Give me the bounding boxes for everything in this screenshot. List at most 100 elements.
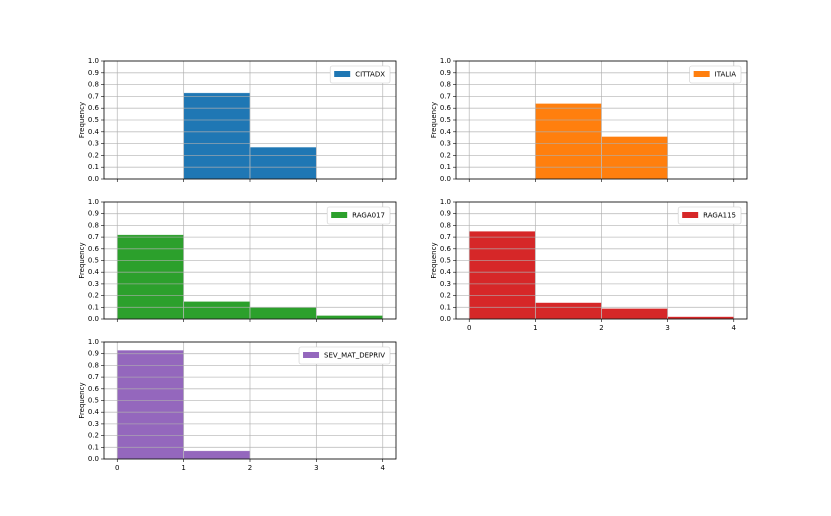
y-tick-label: 0.4 bbox=[440, 128, 452, 136]
axes-frame bbox=[455, 60, 748, 180]
axes-frame bbox=[103, 201, 397, 320]
y-tick-label: 0.8 bbox=[440, 221, 451, 229]
y-tick-label: 0.4 bbox=[88, 408, 100, 416]
bar bbox=[601, 308, 668, 320]
y-tick-label: 0.9 bbox=[440, 69, 451, 77]
x-tick-label: 0 bbox=[467, 324, 471, 332]
legend bbox=[326, 206, 391, 225]
x-tick-label: 2 bbox=[248, 464, 252, 472]
y-tick-label: 0.0 bbox=[440, 315, 451, 323]
bar bbox=[468, 230, 536, 320]
y-axis-label: Frequency bbox=[78, 242, 86, 278]
legend bbox=[329, 65, 391, 84]
y-tick-label: 0.9 bbox=[88, 210, 99, 218]
legend-label: SEV_MAT_DEPRIV bbox=[324, 352, 385, 360]
y-tick-label: 0.3 bbox=[440, 140, 451, 148]
y-tick-label: 0.9 bbox=[88, 350, 99, 358]
y-tick-label: 0.5 bbox=[88, 257, 99, 265]
y-tick-label: 0.8 bbox=[88, 81, 99, 89]
y-tick-label: 0.6 bbox=[88, 385, 100, 393]
y-tick-label: 0.5 bbox=[440, 257, 451, 265]
y-tick-label: 0.0 bbox=[88, 455, 99, 463]
bar bbox=[183, 92, 251, 180]
y-tick-label: 0.1 bbox=[88, 163, 99, 171]
y-tick-label: 0.0 bbox=[88, 315, 99, 323]
y-tick-label: 0.1 bbox=[440, 163, 451, 171]
legend bbox=[677, 206, 742, 225]
y-tick-label: 0.7 bbox=[440, 92, 451, 100]
y-tick-label: 1.0 bbox=[88, 198, 99, 206]
legend-label: RAGA115 bbox=[703, 212, 736, 220]
y-tick-label: 1.0 bbox=[440, 57, 451, 65]
bar bbox=[183, 450, 251, 460]
y-tick-label: 0.2 bbox=[440, 292, 451, 300]
y-tick-label: 0.2 bbox=[88, 432, 99, 440]
axes-frame bbox=[455, 201, 748, 320]
x-tick-label: 2 bbox=[599, 324, 603, 332]
y-tick-label: 0.8 bbox=[88, 221, 99, 229]
legend-label: CITTADX bbox=[355, 71, 385, 79]
y-axis-label: Frequency bbox=[430, 242, 438, 278]
y-tick-label: 0.6 bbox=[440, 104, 452, 112]
legend-label: RAGA017 bbox=[352, 212, 385, 220]
bar bbox=[535, 302, 602, 320]
y-tick-label: 0.8 bbox=[88, 361, 99, 369]
legend-swatch bbox=[693, 71, 710, 77]
y-tick-label: 0.5 bbox=[88, 116, 99, 124]
y-tick-label: 1.0 bbox=[88, 57, 99, 65]
axes-frame bbox=[103, 60, 397, 180]
axes-frame bbox=[103, 341, 397, 460]
legend bbox=[689, 65, 742, 84]
y-tick-label: 0.7 bbox=[88, 92, 99, 100]
y-tick-label: 0.0 bbox=[88, 175, 99, 183]
legend bbox=[298, 346, 391, 365]
bar bbox=[535, 103, 602, 180]
y-tick-label: 0.9 bbox=[440, 210, 451, 218]
y-tick-label: 1.0 bbox=[440, 198, 451, 206]
y-tick-label: 0.9 bbox=[88, 69, 99, 77]
y-tick-label: 0.4 bbox=[88, 268, 100, 276]
bar bbox=[601, 136, 668, 180]
legend-swatch bbox=[682, 212, 699, 218]
legend-swatch bbox=[334, 71, 351, 77]
bar bbox=[249, 306, 317, 320]
y-tick-label: 0.2 bbox=[440, 151, 451, 159]
y-axis-label: Frequency bbox=[78, 102, 86, 138]
y-tick-label: 0.4 bbox=[440, 268, 452, 276]
y-tick-label: 0.1 bbox=[88, 443, 99, 451]
y-tick-label: 0.1 bbox=[440, 303, 451, 311]
legend-swatch bbox=[331, 212, 348, 218]
x-tick-label: 4 bbox=[732, 324, 737, 332]
y-tick-label: 0.3 bbox=[88, 420, 99, 428]
y-tick-label: 0.5 bbox=[88, 397, 99, 405]
y-tick-label: 0.7 bbox=[88, 233, 99, 241]
x-tick-label: 1 bbox=[181, 464, 185, 472]
x-tick-label: 3 bbox=[314, 464, 318, 472]
y-tick-label: 0.6 bbox=[88, 104, 100, 112]
y-tick-label: 0.3 bbox=[88, 140, 99, 148]
y-tick-label: 0.1 bbox=[88, 303, 99, 311]
y-tick-label: 0.6 bbox=[88, 245, 100, 253]
y-tick-label: 0.7 bbox=[88, 373, 99, 381]
y-axis-label: Frequency bbox=[78, 382, 86, 418]
y-tick-label: 0.4 bbox=[88, 128, 100, 136]
y-tick-label: 1.0 bbox=[88, 338, 99, 346]
legend-label: ITALIA bbox=[715, 71, 737, 79]
bar bbox=[116, 349, 184, 460]
y-tick-label: 0.2 bbox=[88, 292, 99, 300]
y-tick-label: 0.5 bbox=[440, 116, 451, 124]
bar bbox=[183, 301, 251, 320]
y-tick-label: 0.0 bbox=[440, 175, 451, 183]
y-tick-label: 0.3 bbox=[440, 280, 451, 288]
x-tick-label: 1 bbox=[533, 324, 537, 332]
x-tick-label: 0 bbox=[115, 464, 119, 472]
y-axis-label: Frequency bbox=[430, 102, 438, 138]
x-tick-label: 4 bbox=[380, 464, 385, 472]
y-tick-label: 0.2 bbox=[88, 151, 99, 159]
bar bbox=[116, 234, 184, 320]
y-tick-label: 0.7 bbox=[440, 233, 451, 241]
legend-swatch bbox=[303, 352, 320, 358]
bar bbox=[316, 315, 384, 320]
y-tick-label: 0.8 bbox=[440, 81, 451, 89]
